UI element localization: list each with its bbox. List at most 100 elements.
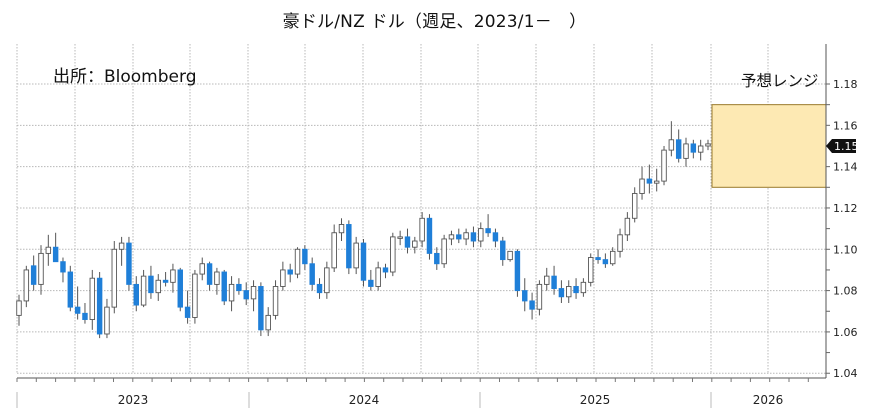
- candle-body: [126, 242, 132, 285]
- candle-body: [668, 139, 675, 151]
- candle-body: [448, 234, 455, 240]
- y-axis-ticks: 1.18 1.16 1.14 1.12 1.10 1.08 1.06 1.04: [833, 78, 858, 380]
- axes: [16, 44, 830, 408]
- candle-body: [390, 236, 396, 273]
- x-axis-labels: 2023 2024 2025 2026: [118, 393, 784, 407]
- candle-body: [507, 250, 513, 261]
- y-tick-label: 1.16: [833, 119, 858, 132]
- y-tick-label: 1.06: [833, 326, 858, 339]
- candle-body: [250, 286, 257, 300]
- candle-body: [573, 286, 579, 294]
- candle-body: [419, 217, 425, 242]
- candle-body: [162, 279, 169, 283]
- forecast-range-box: [711, 104, 827, 188]
- y-tick-label: 1.14: [833, 161, 858, 174]
- source-label: 出所：Bloomberg: [53, 67, 197, 87]
- last-value-text: 1.15: [834, 140, 859, 153]
- candle-body: [316, 283, 323, 294]
- candle-body: [45, 246, 52, 254]
- candle-body: [23, 269, 30, 302]
- x-year-label: 2023: [118, 393, 149, 407]
- candles: [16, 121, 711, 339]
- candle-body: [558, 288, 565, 298]
- candle-body: [514, 250, 521, 292]
- last-value-badge: [826, 138, 856, 153]
- x-year-label: 2024: [349, 393, 380, 407]
- candle-body: [96, 277, 103, 335]
- candle-body: [522, 290, 528, 302]
- candle-body: [470, 232, 477, 242]
- candle-body: [412, 240, 418, 248]
- candle-body: [536, 283, 543, 310]
- candle-body: [675, 139, 682, 159]
- candle-body: [67, 271, 74, 308]
- candle-body: [426, 217, 433, 254]
- candle-body: [434, 252, 440, 265]
- candle-body: [368, 279, 374, 287]
- candle-body: [683, 143, 689, 159]
- y-tick-label: 1.10: [833, 243, 858, 256]
- candle-body: [653, 180, 660, 184]
- candle-body: [353, 242, 359, 269]
- candle-body: [170, 269, 176, 283]
- candle-body: [492, 232, 499, 242]
- candle-body: [331, 232, 337, 269]
- candle-body: [206, 263, 213, 285]
- chart-title: 豪ドル/NZ ドル（週足、2023/1－ ）: [282, 12, 587, 32]
- y-tick-label: 1.12: [833, 202, 858, 215]
- candle-body: [199, 263, 205, 275]
- candle-body: [302, 248, 308, 265]
- candle-body: [360, 242, 367, 281]
- candle-body: [38, 252, 44, 285]
- candle-body: [456, 234, 462, 240]
- last-value-marker: 1.15: [826, 138, 859, 153]
- candle-body: [441, 238, 447, 265]
- candle-body: [243, 290, 249, 300]
- candle-body: [609, 250, 616, 265]
- candle-body: [265, 314, 271, 331]
- candle-body: [697, 145, 704, 153]
- candle-body: [375, 267, 381, 287]
- forecast-range-label: 予想レンジ: [741, 72, 819, 90]
- candle-body: [551, 275, 557, 289]
- candle-body: [148, 275, 154, 294]
- x-year-label: 2026: [753, 393, 784, 407]
- candle-body: [485, 228, 491, 234]
- candle-body: [133, 283, 139, 306]
- candle-body: [221, 271, 227, 302]
- candle-body: [184, 306, 191, 318]
- candle-body: [287, 269, 293, 275]
- candle-body: [661, 149, 667, 182]
- y-tick-label: 1.04: [833, 367, 858, 380]
- candle-body: [624, 217, 631, 236]
- candle-body: [705, 143, 711, 147]
- x-year-label: 2025: [580, 393, 611, 407]
- candle-body: [111, 248, 118, 308]
- candle-body: [177, 269, 183, 308]
- y-tick-label: 1.18: [833, 78, 858, 91]
- candle-body: [214, 271, 220, 285]
- candle-body: [690, 143, 697, 153]
- candle-body: [16, 300, 22, 316]
- candle-body: [580, 281, 587, 294]
- candle-body: [566, 286, 572, 298]
- candle-body: [89, 277, 96, 320]
- candle-body: [118, 242, 125, 250]
- candle-body: [228, 283, 235, 302]
- gridlines: [16, 44, 826, 374]
- candle-body: [258, 286, 264, 331]
- candle-body: [82, 312, 88, 320]
- candle-body: [544, 275, 550, 285]
- candle-body: [309, 263, 315, 285]
- candle-body: [529, 300, 535, 310]
- candle-body: [602, 259, 609, 265]
- y-tick-label: 1.08: [833, 285, 858, 298]
- candle-body: [478, 228, 484, 242]
- candle-body: [338, 224, 345, 234]
- candle-body: [236, 283, 242, 292]
- candle-body: [588, 257, 594, 283]
- candle-body: [104, 306, 110, 335]
- candle-body: [155, 279, 161, 294]
- candle-body: [52, 246, 59, 263]
- candle-body: [617, 234, 623, 252]
